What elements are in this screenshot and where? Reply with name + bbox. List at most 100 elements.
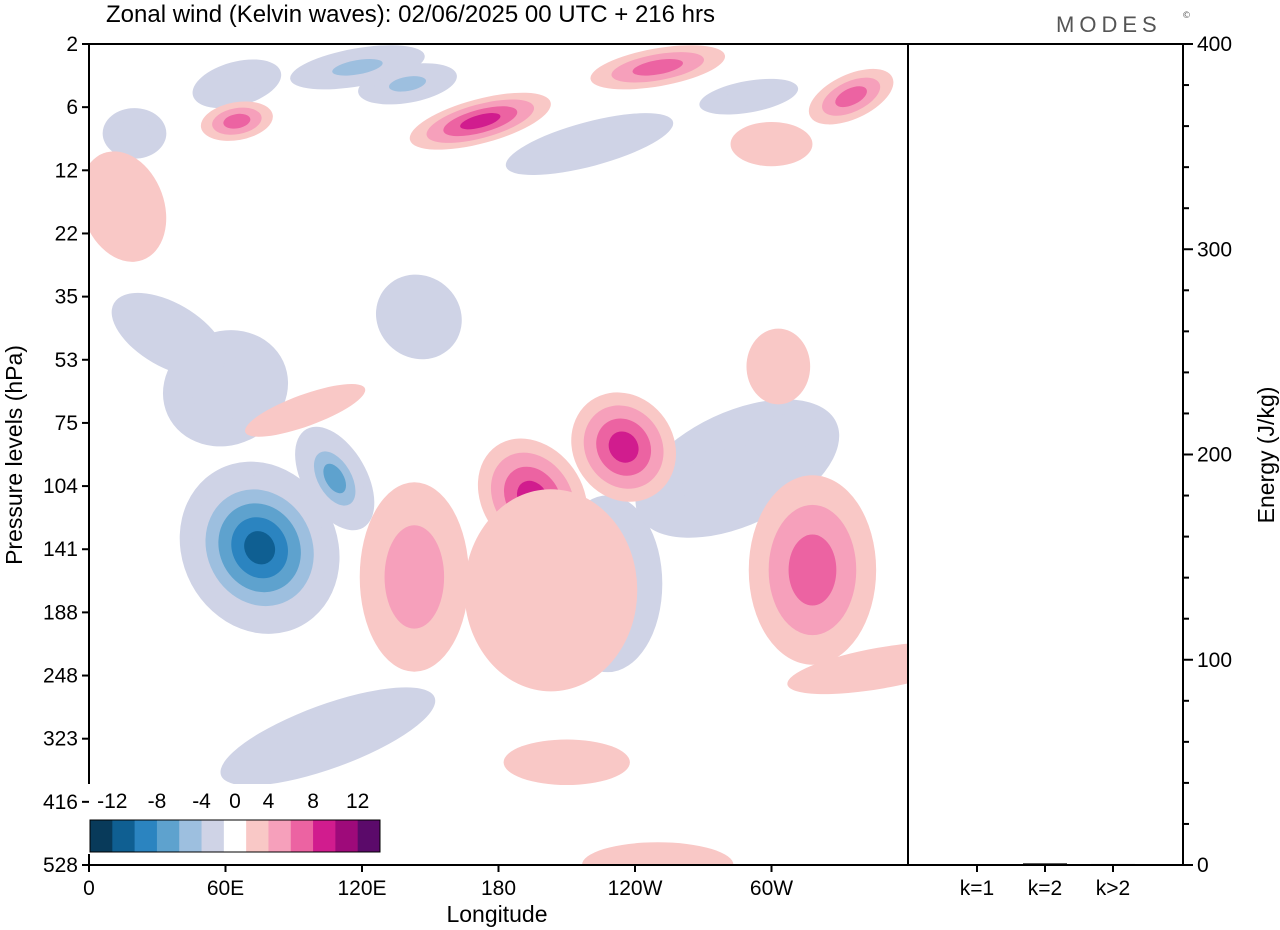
y-tick-label: 188: [43, 601, 78, 624]
contour-blob: [581, 842, 734, 865]
colorbar-swatch: [90, 820, 113, 852]
colorbar: -12 -8 -4 0 4 8 12: [86, 784, 384, 854]
energy-tick-label: 300: [1197, 238, 1232, 261]
contour-level: [269, 709, 387, 764]
contour-level: [543, 127, 636, 161]
contour-level: [111, 292, 226, 377]
x-tick-label: 180: [481, 877, 516, 900]
energy-tick-label: 100: [1197, 649, 1232, 672]
energy-category-label: k=2: [1028, 877, 1062, 900]
colorbar-tick-label: 4: [263, 790, 275, 813]
y-tick-label: 12: [55, 159, 78, 182]
contour-blob: [730, 121, 813, 167]
energy-panel: k=1 k=2 k>2 0 100 200 300 400 Energy (J/kg): [907, 33, 1279, 900]
y-tick-label: 323: [43, 728, 78, 751]
contour-blob: [464, 489, 638, 692]
energy-category-label: k>2: [1096, 877, 1130, 900]
colorbar-swatch: [313, 820, 336, 852]
y-tick-label: 141: [43, 538, 78, 561]
colorbar-swatch: [268, 820, 292, 852]
chart-title: Zonal wind (Kelvin waves): 02/06/2025 00…: [106, 1, 715, 28]
y-tick-label: 2: [66, 33, 78, 56]
contour-level: [89, 151, 167, 262]
y-tick-label: 22: [55, 222, 78, 245]
modes-logo: MODES ©: [1056, 11, 1191, 37]
contour-level: [245, 384, 366, 437]
contour-level: [460, 113, 501, 130]
contour-blob: [409, 92, 551, 150]
x-tick-label: 60W: [750, 877, 793, 900]
y-axis-title: Pressure levels (hPa): [1, 345, 27, 565]
contour-blob: [746, 328, 811, 405]
contour-blob: [808, 68, 894, 125]
colorbar-swatch: [156, 820, 180, 852]
x-tick-label: 60E: [207, 877, 244, 900]
colorbar-swatch: [290, 820, 314, 852]
contour-blob: [787, 642, 908, 695]
contour-level: [464, 489, 638, 692]
colorbar-swatch: [112, 820, 136, 852]
colorbar-swatch: [201, 820, 225, 852]
colorbar-swatch: [223, 820, 247, 852]
contour-blob: [111, 292, 226, 377]
contour-blob: [571, 392, 677, 502]
contour-level: [632, 59, 683, 76]
y-tick-label: 528: [43, 854, 78, 877]
contour-blob: [699, 78, 799, 115]
contour-blob: [220, 687, 436, 786]
contour-level: [745, 425, 798, 455]
x-tick-label: 0: [83, 877, 95, 900]
contour-blob: [359, 482, 469, 672]
contour-blob: [505, 113, 674, 176]
contour-level: [332, 59, 383, 76]
contour-blob: [192, 59, 282, 109]
colorbar-swatch: [179, 820, 203, 852]
x-tick-label: 120W: [608, 877, 663, 900]
brand-mark: ©: [1182, 11, 1191, 21]
energy-tick-label: 200: [1197, 444, 1232, 467]
hovmoller-plot: [88, 43, 909, 866]
colorbar-tick-label: 12: [346, 790, 369, 813]
energy-tick-label: 400: [1197, 33, 1232, 56]
contour-blob: [590, 45, 726, 90]
contour-blob: [200, 101, 273, 141]
colorbar-swatch: [246, 820, 269, 852]
contour-blob: [179, 461, 340, 634]
energy-bar: [1023, 863, 1067, 865]
contour-level: [223, 113, 251, 129]
colorbar-swatch: [335, 820, 359, 852]
colorbar-swatch: [357, 820, 381, 852]
y-tick-label: 6: [66, 96, 78, 119]
contour-level: [581, 842, 734, 865]
colorbar-tick-label: -4: [192, 790, 211, 813]
contour-blob: [89, 151, 167, 262]
contour-level: [746, 328, 811, 405]
colorbar-tick-label: -8: [148, 790, 167, 813]
contour-level: [835, 86, 867, 108]
contour-blob: [358, 63, 457, 105]
contour-blob: [723, 413, 820, 468]
energy-bar: [1091, 863, 1135, 866]
y-axis: 2 6 12 22 35 53 75 104 141 188 248 323 416 528: [43, 33, 89, 877]
contour-blob: [295, 426, 375, 531]
contour-level: [503, 739, 630, 786]
energy-tick-label: 0: [1197, 854, 1209, 877]
contour-blob: [375, 274, 462, 360]
contour-level: [730, 121, 813, 167]
contour-level: [787, 642, 908, 695]
contour-level: [388, 76, 427, 92]
contour-level: [323, 463, 347, 494]
colorbar-tick-label: 0: [229, 790, 241, 813]
contour-level: [608, 431, 639, 463]
x-axis: 0 60E 120E 180 120W 60W: [83, 865, 793, 900]
y-tick-label: 248: [43, 665, 78, 688]
energy-category-label: k=1: [960, 877, 994, 900]
colorbar-tick-label: -12: [97, 790, 127, 813]
y-tick-label: 104: [43, 475, 78, 498]
y-tick-label: 35: [55, 286, 78, 309]
contour-level: [212, 70, 262, 98]
y-tick-label: 53: [55, 349, 78, 372]
brand-text: MODES: [1056, 12, 1162, 37]
y-tick-label: 75: [55, 412, 78, 435]
